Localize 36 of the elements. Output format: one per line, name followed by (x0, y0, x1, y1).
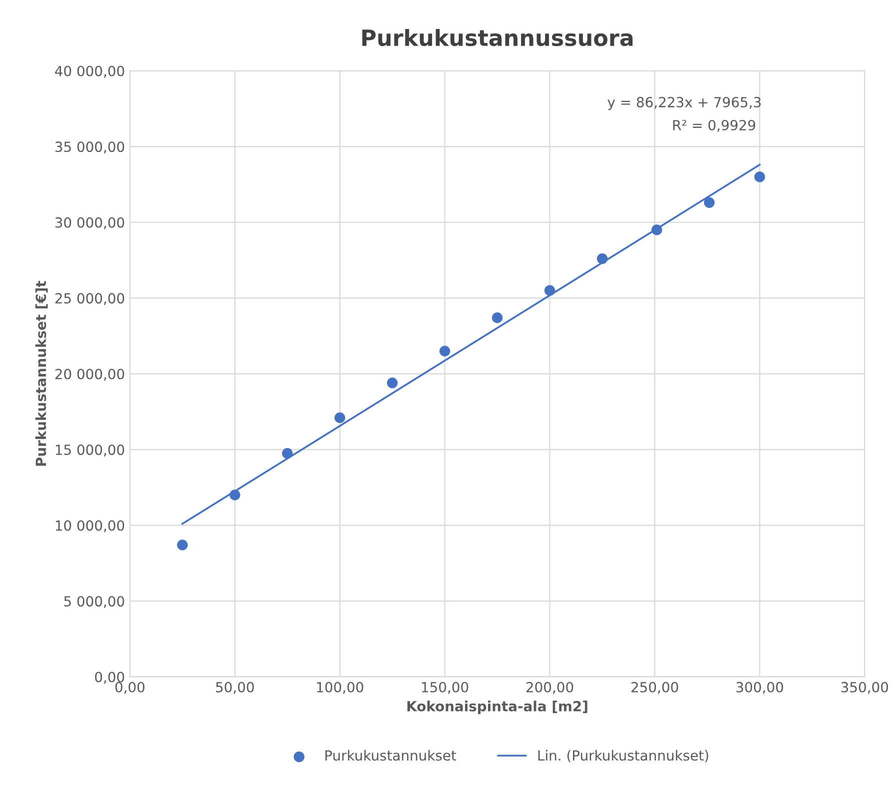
y-tick-label: 20 000,00 (55, 368, 124, 381)
x-tick-label: 350,00 (841, 682, 888, 694)
point (177, 540, 188, 550)
x-tick-label: 0,00 (115, 682, 144, 694)
legend-label: Lin. (Purkukustannukset) (538, 750, 708, 762)
x-tick-label: 300,00 (736, 682, 784, 694)
point (492, 312, 503, 324)
point (334, 412, 346, 424)
x-axis-title: Kokonaispinta-ala [m2] (407, 700, 588, 714)
point (230, 490, 240, 500)
point (651, 224, 662, 236)
point (282, 448, 293, 459)
y-axis-title: Purkukustannukset [€]t (35, 280, 48, 466)
x-tick-label: 50,00 (216, 682, 254, 694)
x-tick-label: 250,00 (631, 682, 678, 694)
y-tick-label: 40 000,00 (55, 66, 124, 78)
point (596, 253, 608, 264)
x-tick-label: 200,00 (526, 682, 574, 694)
point (439, 346, 450, 356)
point (704, 197, 715, 208)
chart-title: Purkukustannussuora (362, 28, 633, 46)
y-tick-label: 0,00 (95, 672, 124, 684)
legend-label: Purkukustannukset (325, 750, 456, 761)
point (544, 285, 556, 296)
y-tick-label: 25 000,00 (55, 293, 124, 305)
point (754, 172, 766, 182)
annotation: R² = 0,9929 (673, 120, 756, 132)
y-tick-label: 5 000,00 (64, 596, 124, 608)
y-tick-label: 30 000,00 (55, 217, 124, 230)
point (386, 378, 398, 388)
annotation: y = 86,223x + 7965,3 (608, 96, 761, 110)
x-tick-label: 100,00 (317, 682, 364, 694)
y-tick-label: 10 000,00 (56, 520, 124, 532)
x-tick-label: 150,00 (422, 682, 468, 694)
y-tick-label: 35 000,00 (55, 142, 124, 154)
y-tick-label: 15 000,00 (56, 444, 124, 456)
